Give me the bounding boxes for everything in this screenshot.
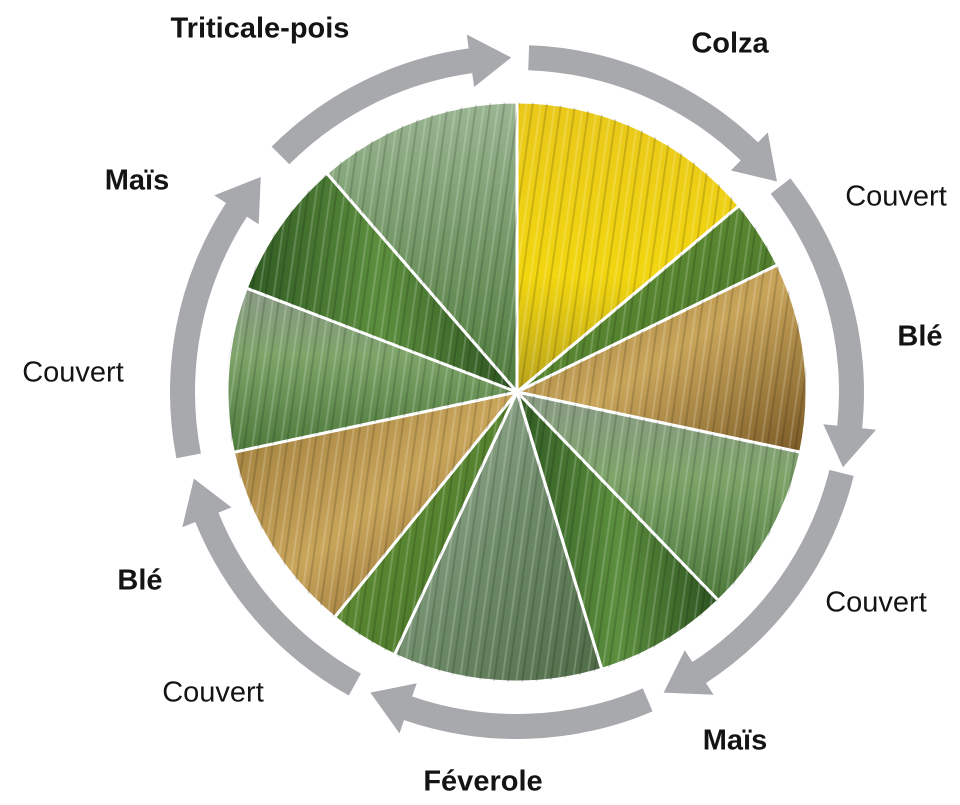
crop-label: Blé — [117, 565, 162, 597]
crop-label: Féverole — [423, 766, 542, 798]
crop-label: Blé — [897, 321, 942, 353]
cover-label: Couvert — [162, 677, 264, 709]
arrow — [370, 683, 652, 739]
crop-label: Maïs — [703, 725, 767, 757]
cover-label: Couvert — [22, 357, 124, 389]
page: {"labels": ["Triticale-pois", "Colza", "… — [0, 0, 960, 800]
cover-label: Couvert — [845, 181, 947, 213]
cover-label: Couvert — [825, 587, 927, 619]
crop-label: Triticale-pois — [171, 13, 350, 45]
crop-label: Colza — [691, 28, 769, 60]
rotation-diagram: Triticale-pois Colza Couvert Blé Couvert… — [0, 0, 960, 800]
crop-label: Maïs — [105, 165, 169, 197]
photo-wedges — [227, 102, 807, 682]
